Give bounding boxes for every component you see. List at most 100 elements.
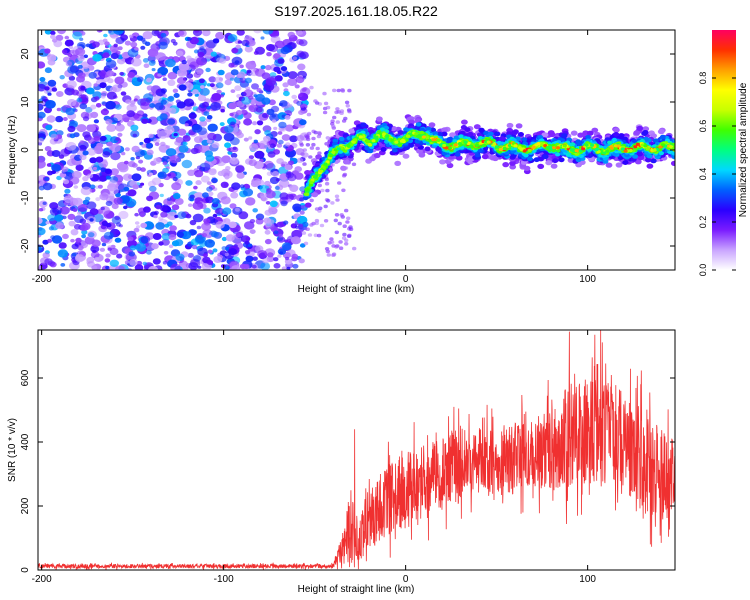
spectrogram-cell: [273, 263, 281, 269]
spectrogram-cell: [225, 266, 230, 270]
spectrogram-cell: [158, 41, 168, 50]
spectrogram-cell: [289, 184, 299, 192]
spectrogram-cell: [211, 142, 220, 149]
spectrogram-cell: [197, 51, 205, 58]
spectrogram-cell: [92, 130, 102, 139]
spectrogram-cell: [228, 221, 237, 229]
spectrogram-cell: [153, 95, 163, 103]
spectrogram-cell: [63, 195, 74, 204]
spectrogram-cell: [64, 39, 74, 47]
spectrogram-cell: [105, 100, 116, 110]
spectrogram-cell: [636, 151, 643, 157]
spectrogram-cell: [671, 151, 675, 156]
spectrogram-cell: [251, 83, 259, 90]
spectrogram-cell: [294, 166, 303, 173]
spectrogram-cell: [208, 168, 217, 176]
spectrogram-cell: [333, 218, 338, 223]
spectrogram-cell: [570, 130, 578, 136]
spectrogram-cell: [252, 121, 258, 126]
spectrogram-cell: [99, 247, 106, 252]
spectrogram-cell: [44, 86, 50, 91]
spectrogram-cell: [280, 200, 288, 207]
spectrogram-cell: [93, 136, 101, 141]
spectrogram-cell: [181, 59, 187, 65]
spectrogram-cell: [369, 156, 376, 162]
spectrogram-cell: [521, 137, 528, 142]
spectrogram-cell: [196, 225, 202, 230]
spectrogram-cell: [110, 143, 121, 153]
spectrogram-cell: [165, 58, 176, 68]
spectrogram-cell: [212, 213, 218, 218]
spectrogram-cell: [317, 130, 322, 135]
spectrogram-cell: [205, 154, 215, 162]
spectrogram-cell: [266, 171, 273, 177]
spectrogram-cell: [94, 256, 100, 261]
spectrogram-cell: [123, 117, 130, 123]
spectrogram-cell: [342, 159, 350, 165]
spectrogram-cell: [114, 237, 122, 243]
spectrogram-cell: [159, 113, 168, 120]
spectrogram-cell: [184, 123, 189, 127]
spectrogram-cell: [256, 120, 264, 126]
spectrogram-cell: [45, 124, 53, 131]
spectrogram-cell: [455, 155, 463, 161]
spectrogram-cell: [315, 146, 320, 151]
spectrogram-cell: [68, 75, 76, 81]
spectrogram-cell: [217, 69, 225, 76]
spectrogram-cell: [86, 147, 97, 156]
spectrogram-cell: [68, 220, 76, 227]
spectrogram-cell: [215, 31, 225, 40]
spectrogram-cell: [291, 94, 298, 100]
spectrogram-cell: [239, 263, 247, 270]
spectrogram-cell: [196, 69, 203, 75]
spectrogram-cell: [231, 47, 239, 54]
spectrogram-cell: [279, 100, 288, 107]
spectrogram-cell: [174, 198, 184, 205]
spectrogram-cell: [632, 154, 638, 159]
spectrogram-cell: [264, 238, 272, 245]
spectrogram-cell: [499, 136, 506, 142]
spectrogram-cell: [275, 178, 281, 182]
spectrogram-cell: [236, 30, 245, 36]
spectrogram-cell: [104, 41, 110, 46]
spectrogram-cell: [190, 147, 199, 155]
spectrogram-cell: [101, 220, 109, 226]
spectrogram-cell: [90, 111, 99, 119]
spectrogram-cell: [332, 138, 339, 143]
spectrogram-cell: [326, 253, 331, 257]
spectrogram-cell: [149, 103, 156, 108]
spectrogram-cell: [148, 172, 153, 176]
spectrogram-cell: [231, 182, 241, 190]
spectrogram-cell: [135, 243, 147, 252]
spectrogram-cell: [265, 64, 272, 71]
spectrogram-cell: [149, 185, 157, 192]
spectrogram-cell: [192, 213, 204, 223]
spectrogram-cell: [128, 251, 136, 257]
spectrogram-cell: [478, 127, 485, 133]
spectrogram-cell: [210, 102, 222, 111]
spectrogram-cell: [105, 265, 110, 270]
spectrogram-cell: [44, 48, 51, 54]
spectrogram-cell: [506, 122, 514, 129]
spectrogram-cell: [283, 220, 289, 225]
spectrogram-cell: [76, 97, 83, 103]
spectrogram-cell: [224, 142, 232, 148]
spectrogram-cell: [62, 233, 69, 240]
spectrogram-cell: [127, 48, 139, 58]
spectrogram-cell: [38, 246, 42, 251]
spectrogram-cell: [224, 79, 232, 86]
spectrogram-cell: [234, 60, 240, 64]
spectrogram-cell: [202, 253, 208, 258]
spectrogram-cell: [298, 110, 305, 115]
spectrogram-cell: [157, 66, 169, 76]
spectrogram-cell: [245, 86, 251, 91]
spectrogram-cell: [453, 135, 460, 140]
spectrogram-cell: [121, 151, 126, 156]
spectrogram-cell: [307, 233, 313, 237]
spectrogram-cell: [267, 151, 276, 158]
spectrogram-cell: [47, 79, 57, 87]
spectrogram-cell: [68, 45, 74, 50]
spectrogram-cell: [277, 254, 282, 258]
spectrogram-cell: [249, 229, 256, 235]
